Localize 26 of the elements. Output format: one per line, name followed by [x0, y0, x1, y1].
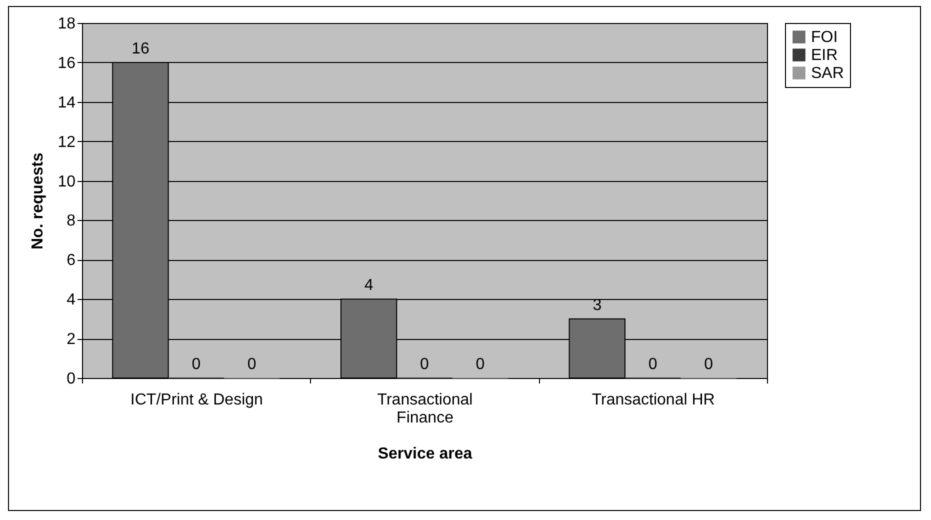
- x-tick-label: Transactional HR: [592, 392, 715, 408]
- x-tick-label: Transactional Finance: [377, 392, 473, 426]
- data-label: 0: [192, 356, 201, 373]
- data-label: 0: [704, 356, 714, 373]
- y-axis-title: No. requests: [30, 152, 47, 250]
- legend-label: FOI: [811, 29, 838, 46]
- data-label: 16: [132, 40, 150, 58]
- data-label: 0: [648, 356, 658, 373]
- legend-label: SAR: [811, 65, 844, 82]
- data-label: 0: [420, 356, 430, 373]
- y-tick-label: 2: [66, 331, 76, 348]
- y-tick-label: 8: [66, 212, 76, 230]
- y-tick-label: 14: [58, 94, 76, 112]
- y-tick-label: 16: [58, 54, 76, 72]
- data-label: 0: [476, 356, 485, 373]
- y-tick-label: 4: [66, 292, 76, 309]
- y-tick-label: 12: [58, 134, 76, 151]
- legend-label: EIR: [811, 47, 838, 64]
- y-tick-label: 0: [66, 370, 76, 388]
- y-tick-label: 18: [58, 16, 76, 32]
- x-axis-title: Service area: [378, 446, 472, 462]
- x-tick-label: ICT/Print & Design: [130, 392, 263, 408]
- y-tick-label: 10: [58, 173, 76, 190]
- data-label: 4: [364, 277, 374, 294]
- data-label: 0: [247, 356, 256, 373]
- y-tick-label: 6: [66, 252, 76, 270]
